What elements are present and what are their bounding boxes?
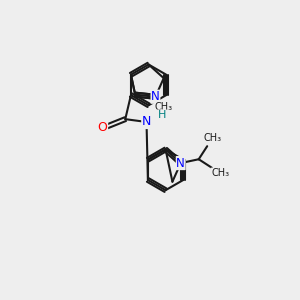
Text: N: N xyxy=(176,157,185,169)
Text: CH₃: CH₃ xyxy=(211,168,229,178)
Text: N: N xyxy=(142,116,151,128)
Text: N: N xyxy=(151,90,160,103)
Text: H: H xyxy=(158,110,166,120)
Text: CH₃: CH₃ xyxy=(203,133,222,143)
Text: O: O xyxy=(98,121,108,134)
Text: CH₃: CH₃ xyxy=(155,102,173,112)
